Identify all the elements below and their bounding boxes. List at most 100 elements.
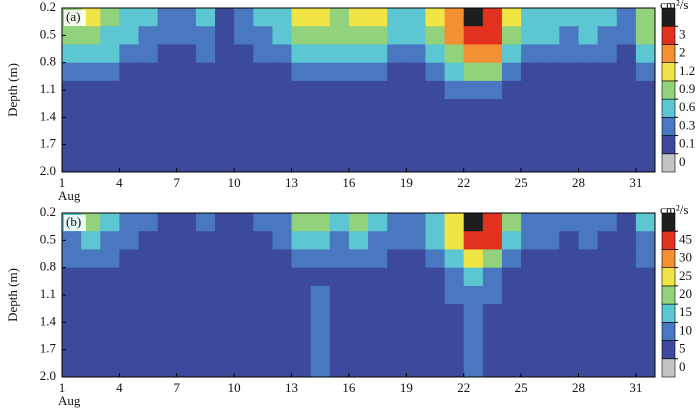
cell [387,285,407,305]
colorbar-tick-label: 5 [679,341,686,356]
cell [176,26,197,45]
x-tick-label: 19 [400,380,413,395]
cell [81,26,101,45]
cell [387,249,407,269]
cell [234,213,254,232]
cell [234,267,254,287]
cell [100,8,120,27]
x-axis-label: Aug [58,393,81,408]
cell [119,8,140,27]
cell [329,99,350,173]
cell [291,80,312,100]
cell [616,267,637,287]
cell [100,213,120,232]
cell [368,267,388,287]
cell [616,249,637,269]
cell [234,8,254,27]
cell [463,44,484,64]
cell [100,249,120,269]
y-tick-label: 1.4 [40,313,57,328]
cell [482,80,503,100]
colorbar-box [661,230,676,250]
y-tick-label: 0.8 [40,259,56,274]
cell [521,231,541,250]
cell [425,304,446,378]
cell [406,213,426,232]
cell [310,231,331,250]
cell [234,231,254,250]
cell [176,249,197,269]
colorbar-box [661,80,676,100]
cell [501,285,522,305]
cell [329,267,350,287]
cell [215,80,235,100]
colorbar-box [661,44,676,63]
colorbar-box [661,358,676,378]
cell [348,26,369,45]
cell [329,304,350,378]
cell [368,26,388,45]
cell [559,267,579,287]
cell [348,285,369,305]
cell [501,249,522,269]
cell [215,267,235,287]
colorbar-tick-label: 10 [679,322,692,337]
cell [597,285,618,305]
x-tick-label: 22 [457,175,470,190]
cell [81,304,101,378]
x-tick-label: 7 [174,175,181,190]
cell [176,44,197,64]
cell [195,80,216,100]
x-tick-label: 10 [228,175,241,190]
cell [100,62,120,82]
cell [425,62,446,82]
cell [425,285,446,305]
colorbar-box [661,285,676,305]
cell [272,285,293,305]
y-axis-label: Depth (m) [5,268,20,322]
y-tick-label: 2.0 [40,368,56,383]
cell [329,8,350,27]
cell [215,249,235,269]
cell [253,249,273,269]
cell [138,8,159,27]
panel-label-bg [64,215,86,231]
cell [81,62,101,82]
cell [597,304,618,378]
cell [597,213,618,232]
cell [501,26,522,45]
cell [578,99,599,173]
x-tick-label: 7 [174,380,181,395]
cell [62,99,82,173]
cell [521,99,541,173]
cell [253,304,273,378]
cell [291,267,312,287]
cell [253,99,273,173]
x-axis-label: Aug [58,188,81,203]
cell [521,267,541,287]
cell [578,267,599,287]
cell [138,231,159,250]
cell [482,99,503,173]
cell [253,44,273,64]
cell [463,285,484,305]
cell [559,44,579,64]
cell [176,99,197,173]
cell [348,231,369,250]
cell [272,8,293,27]
cell [119,26,140,45]
x-tick-label: 25 [515,380,528,395]
cell [291,231,312,250]
cell [540,285,560,305]
cell [578,304,599,378]
x-tick-label: 1 [59,175,66,190]
cell [406,62,426,82]
colorbar-box [661,135,676,155]
cell [406,304,426,378]
cell [329,62,350,82]
cell [482,213,503,232]
cell [387,213,407,232]
cell [387,304,407,378]
cell [157,304,178,378]
cell [597,231,618,250]
